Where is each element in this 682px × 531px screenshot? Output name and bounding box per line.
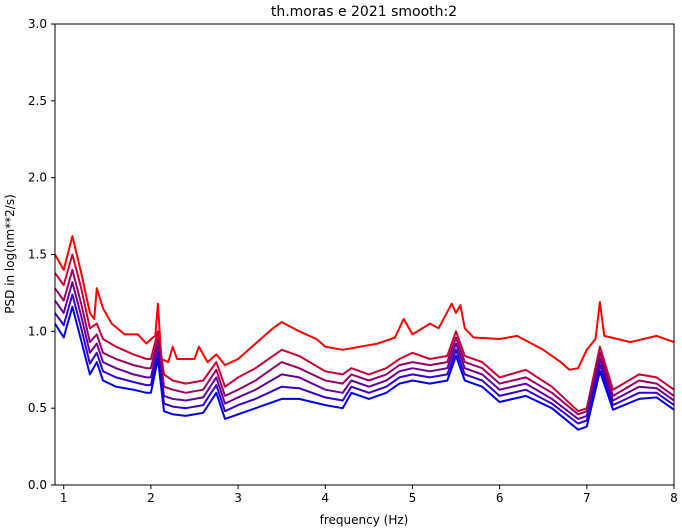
- y-tick-label: 0.5: [28, 401, 47, 415]
- x-tick-label: 5: [409, 491, 417, 505]
- y-tick-label: 2.5: [28, 94, 47, 108]
- series-line-1: [54, 235, 675, 371]
- x-tick-label: 8: [670, 491, 678, 505]
- x-tick-label: 2: [147, 491, 155, 505]
- series-line-6: [54, 305, 675, 431]
- x-tick-label: 6: [496, 491, 504, 505]
- series-line-4: [54, 281, 675, 420]
- x-axis-label: frequency (Hz): [320, 513, 409, 527]
- y-tick-label: 2.0: [28, 171, 47, 185]
- y-tick-label: 1.5: [28, 248, 47, 262]
- y-axis-label: PSD in log(nm**2/s): [3, 194, 17, 314]
- series-line-3: [54, 268, 675, 416]
- series-line-5: [54, 293, 675, 425]
- x-tick-label: 4: [321, 491, 329, 505]
- y-tick-label: 3.0: [28, 17, 47, 31]
- x-tick-label: 7: [583, 491, 591, 505]
- plot-frame: [54, 23, 675, 486]
- chart-title: th.moras e 2021 smooth:2: [271, 4, 457, 20]
- series-layer: [54, 235, 675, 431]
- x-axis: 1 2 3 4 5 6 7 8: [60, 485, 678, 505]
- y-tick-label: 1.0: [28, 324, 47, 338]
- y-axis: 0.0 0.5 1.0 1.5 2.0 2.5 3.0: [28, 17, 55, 492]
- y-tick-label: 0.0: [28, 478, 47, 492]
- x-tick-label: 1: [60, 491, 68, 505]
- series-line-2: [54, 253, 675, 413]
- x-tick-label: 3: [234, 491, 242, 505]
